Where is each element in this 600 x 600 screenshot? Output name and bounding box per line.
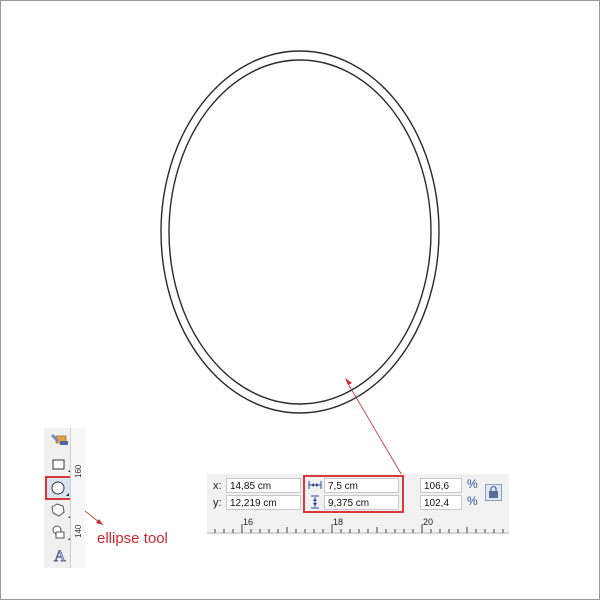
width-icon <box>308 481 322 489</box>
horizontal-ruler <box>207 514 509 534</box>
scale-x-field[interactable]: 106,6 <box>420 478 462 493</box>
outer-ellipse[interactable] <box>160 50 440 414</box>
lock-ratio-button[interactable] <box>485 484 502 501</box>
ruler-tick-label-16: 16 <box>243 517 254 527</box>
size-fields-highlight <box>303 475 404 513</box>
ruler-ticks <box>207 524 509 534</box>
lock-icon <box>489 485 498 498</box>
ruler-tick-label-18: 18 <box>333 517 344 527</box>
svg-text:A: A <box>54 548 66 565</box>
y-position-field[interactable]: 12,219 cm <box>226 495 301 510</box>
callout-arrow-line <box>346 381 404 478</box>
ruler-tick-label-20: 20 <box>423 517 434 527</box>
basic-shapes-tool[interactable] <box>47 522 73 544</box>
scale-x-percent: % <box>467 477 478 491</box>
x-position-field[interactable]: 14,85 cm <box>226 478 301 493</box>
callout-arrowhead <box>345 378 352 385</box>
text-tool[interactable]: A <box>47 544 73 566</box>
vertical-ruler-label-140: 140 <box>74 524 83 538</box>
scale-y-field[interactable]: 102,4 <box>420 495 462 510</box>
ellipse-tool[interactable] <box>45 476 73 500</box>
scale-y-percent: % <box>467 494 478 508</box>
y-label: y: <box>213 497 222 509</box>
ellipse-tool-caption: ellipse tool <box>97 530 168 547</box>
height-field[interactable]: 9,375 cm <box>324 495 399 510</box>
shape-fill-icon <box>51 434 68 445</box>
inner-ellipse[interactable] <box>168 59 432 405</box>
shape-fill-tool[interactable] <box>47 430 73 452</box>
vertical-ruler-label-160: 160 <box>74 464 83 478</box>
text-tool-icon: A <box>54 548 67 566</box>
vertical-ruler <box>70 428 85 568</box>
ellipse-tool-arrowhead <box>96 519 103 525</box>
ellipse-tool-icon <box>51 481 69 496</box>
width-field[interactable]: 7,5 cm <box>324 478 399 493</box>
height-icon <box>311 495 319 509</box>
x-label: x: <box>213 480 222 492</box>
basic-shapes-icon <box>52 525 71 540</box>
